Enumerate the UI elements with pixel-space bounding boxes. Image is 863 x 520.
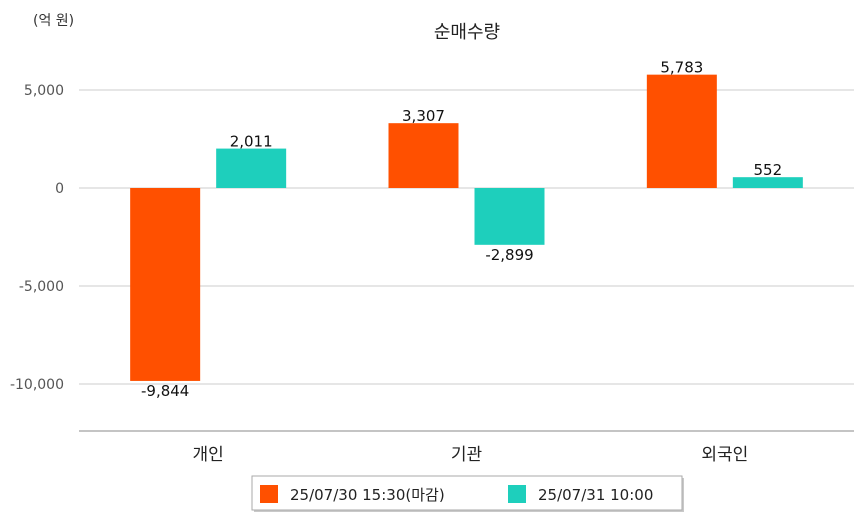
legend-swatch-1 [508,485,526,503]
y-axis-ticks: 5,000 0 -5,000 -10,000 [10,83,64,393]
gridlines [79,89,854,385]
legend: 25/07/30 15:30(마감) 25/07/31 10:00 [251,475,684,512]
data-label-1-0: 3,307 [402,107,445,125]
x-axis-categories: 개인 기관 외국인 [193,445,749,465]
legend-box [251,475,683,511]
y-tick-label: -10,000 [10,377,64,393]
bar-0-1 [216,148,287,188]
bar-2-1 [732,177,803,188]
data-label-1-1: -2,899 [485,246,533,264]
y-tick-label: -5,000 [19,279,64,295]
x-category-label: 개인 [193,445,224,465]
bars [130,74,803,381]
bar-1-1 [474,188,545,245]
unit-label: (억 원) [33,13,74,29]
y-tick-label: 0 [55,181,64,197]
legend-swatch-0 [260,485,278,503]
legend-label-1: 25/07/31 10:00 [538,486,653,504]
data-label-0-0: -9,844 [141,382,189,400]
chart-title: 순매수량 [434,22,500,43]
y-tick-label: 5,000 [24,83,64,99]
bar-1-0 [388,123,459,188]
data-labels: -9,844 2,011 3,307 -2,899 5,783 552 [141,59,782,400]
data-label-2-1: 552 [754,161,783,179]
x-category-label: 외국인 [701,445,748,465]
legend-label-0: 25/07/30 15:30(마감) [290,486,445,504]
data-label-0-1: 2,011 [230,133,273,151]
bar-2-0 [646,74,717,188]
data-label-2-0: 5,783 [660,59,703,77]
x-category-label: 기관 [451,445,482,465]
bar-0-0 [130,188,201,381]
